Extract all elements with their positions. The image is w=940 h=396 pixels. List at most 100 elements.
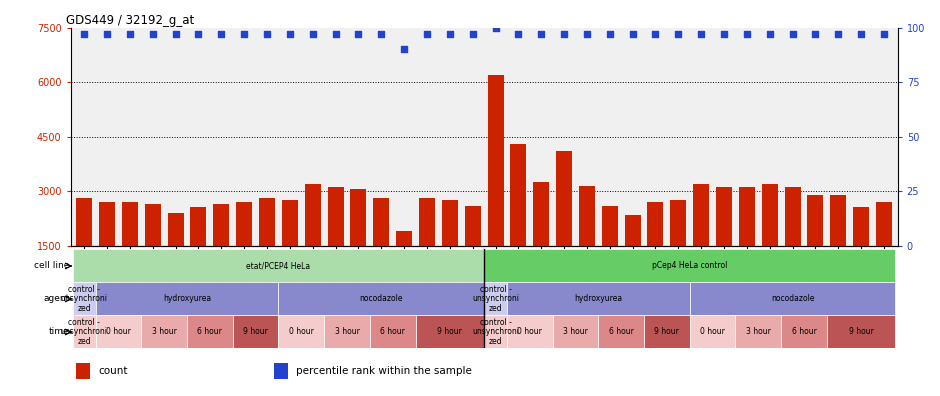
Bar: [854, 208, 870, 300]
Point: [807, 31, 822, 37]
Bar: [644, 316, 690, 348]
Bar: [556, 151, 572, 300]
Bar: [327, 187, 343, 300]
Bar: [76, 198, 92, 300]
Bar: [507, 316, 553, 348]
Bar: [735, 316, 781, 348]
Bar: [484, 249, 896, 282]
Point: [191, 31, 206, 37]
Point: [603, 31, 618, 37]
Point: [831, 31, 846, 37]
Text: 3 hour: 3 hour: [745, 327, 771, 337]
Bar: [507, 282, 690, 316]
Bar: [670, 200, 686, 300]
Point: [625, 31, 640, 37]
Bar: [396, 231, 412, 300]
Bar: [648, 202, 664, 300]
Text: percentile rank within the sample: percentile rank within the sample: [296, 366, 472, 376]
Point: [282, 31, 297, 37]
Bar: [373, 198, 389, 300]
Text: agent: agent: [43, 295, 70, 303]
Point: [419, 31, 434, 37]
Bar: [274, 363, 288, 379]
Bar: [122, 202, 138, 300]
Bar: [351, 189, 367, 300]
Text: etat/PCEP4 HeLa: etat/PCEP4 HeLa: [246, 261, 310, 270]
Text: 6 hour: 6 hour: [609, 327, 634, 337]
Bar: [442, 200, 458, 300]
Bar: [716, 187, 732, 300]
Bar: [72, 282, 96, 316]
Text: 3 hour: 3 hour: [563, 327, 588, 337]
Point: [77, 31, 92, 37]
Bar: [510, 144, 526, 300]
Point: [694, 31, 709, 37]
Bar: [807, 195, 823, 300]
Bar: [464, 206, 480, 300]
Text: nocodazole: nocodazole: [771, 295, 814, 303]
Text: 3 hour: 3 hour: [335, 327, 359, 337]
Point: [556, 31, 572, 37]
Point: [648, 31, 663, 37]
Bar: [693, 184, 709, 300]
Text: 9 hour: 9 hour: [654, 327, 680, 337]
Bar: [145, 204, 161, 300]
Point: [716, 31, 731, 37]
Point: [306, 31, 321, 37]
Text: cell line: cell line: [34, 261, 70, 270]
Text: nocodazole: nocodazole: [359, 295, 403, 303]
Bar: [739, 187, 755, 300]
Bar: [690, 282, 896, 316]
Point: [854, 31, 869, 37]
Text: 3 hour: 3 hour: [151, 327, 177, 337]
Point: [510, 31, 525, 37]
Bar: [233, 316, 278, 348]
Bar: [72, 249, 484, 282]
Bar: [690, 316, 735, 348]
Bar: [488, 75, 504, 300]
Point: [237, 31, 252, 37]
Bar: [96, 282, 278, 316]
Point: [671, 31, 686, 37]
Point: [579, 31, 594, 37]
Point: [740, 31, 755, 37]
Bar: [141, 316, 187, 348]
Text: pCep4 HeLa control: pCep4 HeLa control: [652, 261, 728, 270]
Point: [100, 31, 115, 37]
Text: control -
unsynchroni
zed: control - unsynchroni zed: [61, 318, 108, 346]
Bar: [415, 316, 484, 348]
Point: [168, 31, 183, 37]
Bar: [259, 198, 275, 300]
Bar: [282, 200, 298, 300]
Text: 9 hour: 9 hour: [243, 327, 268, 337]
Point: [465, 31, 480, 37]
Text: 9 hour: 9 hour: [437, 327, 462, 337]
Text: 6 hour: 6 hour: [791, 327, 817, 337]
Text: hydroxyurea: hydroxyurea: [163, 295, 212, 303]
Text: control -
unsynchroni
zed: control - unsynchroni zed: [472, 285, 519, 313]
Bar: [484, 316, 507, 348]
Text: 6 hour: 6 hour: [197, 327, 223, 337]
Point: [488, 25, 503, 31]
Bar: [785, 187, 801, 300]
Bar: [602, 206, 618, 300]
Bar: [579, 186, 595, 300]
Bar: [553, 316, 599, 348]
Text: 9 hour: 9 hour: [849, 327, 873, 337]
Bar: [72, 316, 96, 348]
Text: 0 hour: 0 hour: [106, 327, 131, 337]
Bar: [761, 184, 777, 300]
Text: 0 hour: 0 hour: [517, 327, 542, 337]
Point: [762, 31, 777, 37]
Bar: [96, 316, 141, 348]
Bar: [830, 195, 846, 300]
Point: [122, 31, 137, 37]
Bar: [324, 316, 369, 348]
Text: count: count: [99, 366, 128, 376]
Bar: [99, 202, 115, 300]
Point: [443, 31, 458, 37]
Bar: [278, 316, 324, 348]
Text: 0 hour: 0 hour: [700, 327, 725, 337]
Bar: [187, 316, 233, 348]
Bar: [305, 184, 321, 300]
